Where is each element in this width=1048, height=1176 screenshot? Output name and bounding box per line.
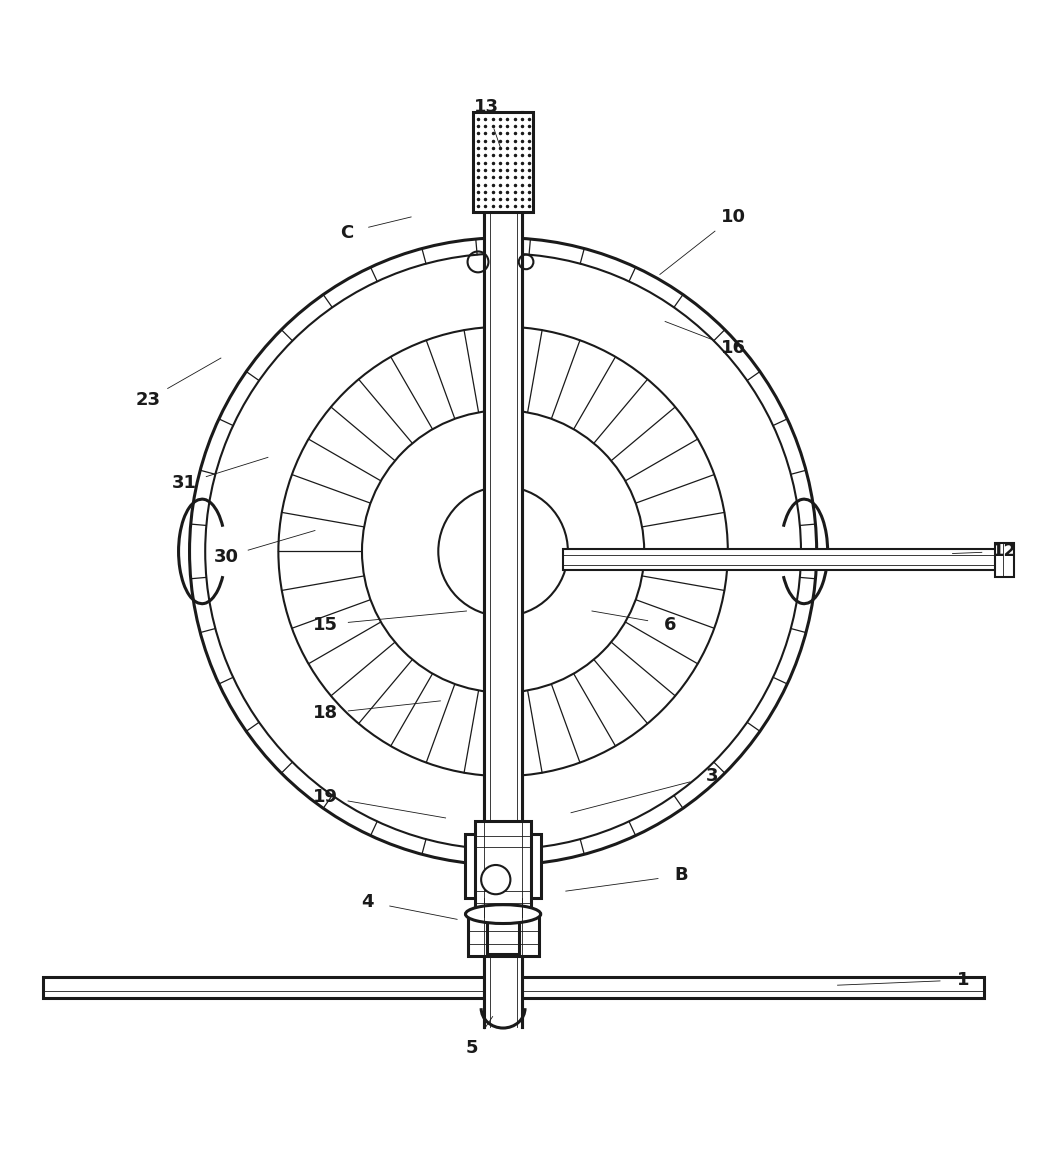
Bar [487,823,519,954]
Bar [996,543,1014,576]
Text: 30: 30 [214,548,239,566]
Bar [473,113,533,212]
Circle shape [438,487,568,616]
Bar [43,977,984,997]
Bar [475,821,531,917]
Text: 16: 16 [721,339,745,356]
Bar [465,834,541,898]
Text: 19: 19 [313,788,337,806]
Text: 18: 18 [313,704,337,722]
Text: 31: 31 [172,474,197,493]
Text: 5: 5 [465,1038,478,1057]
Text: B: B [674,867,687,884]
Bar [563,549,1000,570]
Text: 6: 6 [664,615,677,634]
Text: 1: 1 [957,971,969,989]
Text: 3: 3 [706,767,718,786]
Circle shape [362,410,645,693]
Bar [484,113,522,1027]
Ellipse shape [465,904,541,923]
Text: 10: 10 [721,208,745,226]
Circle shape [279,327,727,776]
Circle shape [481,866,510,894]
Text: 12: 12 [992,542,1018,561]
Text: 13: 13 [474,99,499,116]
Bar [487,821,519,898]
Bar [467,914,539,956]
Text: 4: 4 [361,893,373,910]
Text: 15: 15 [313,615,337,634]
Text: C: C [340,223,353,241]
Text: 23: 23 [135,390,160,409]
